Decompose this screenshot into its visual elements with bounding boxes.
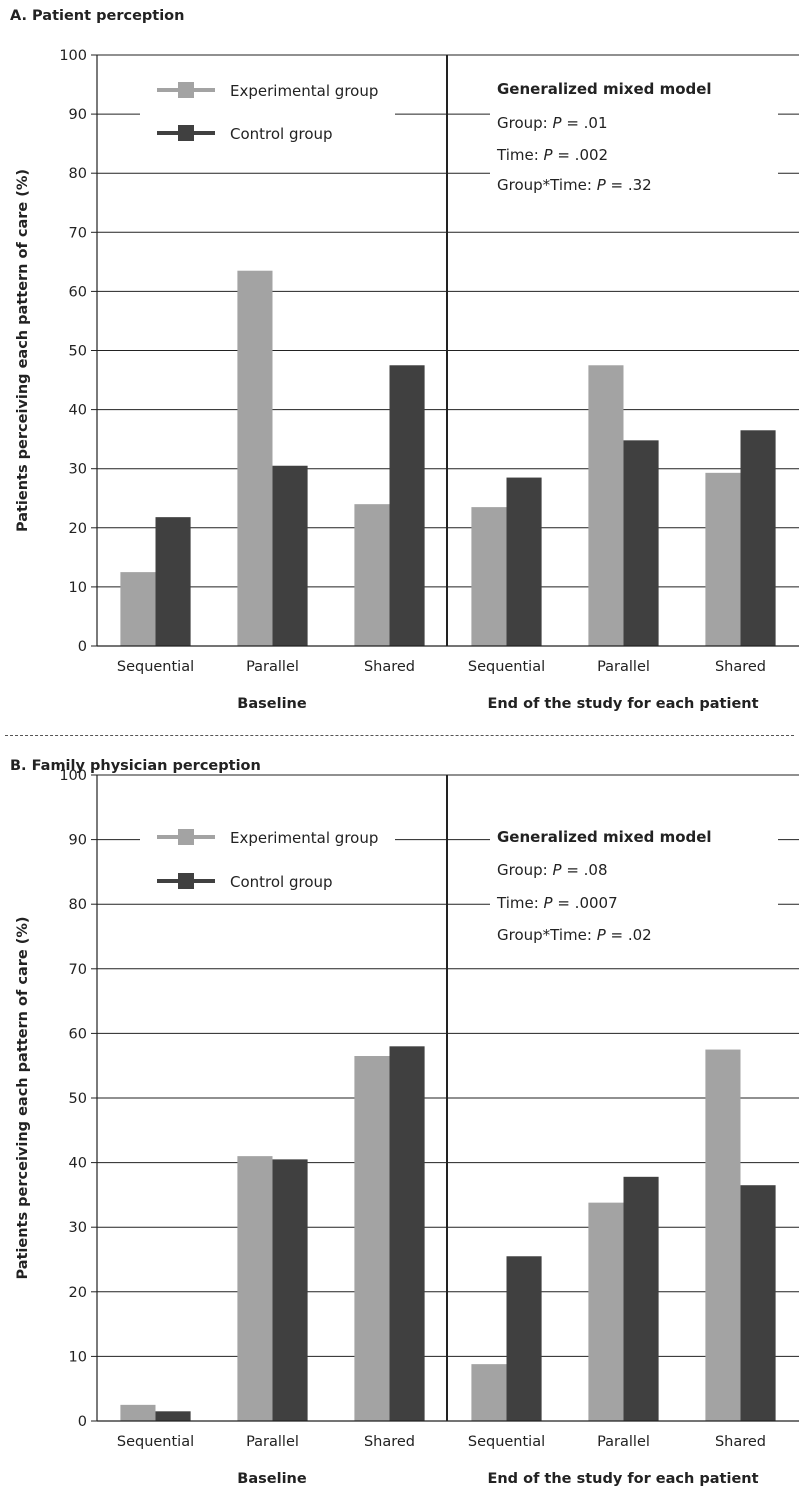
bar-experimental [120,1404,156,1421]
group-label-end-of-study: End of the study for each patient [487,1471,758,1487]
panel-family-physician-perception: B. Family physician perception 0 10 20 30 40… [0,750,799,1496]
bar-experimental [237,270,273,646]
category-label: Sequential [117,659,194,675]
y-tick-label: 60 [69,284,87,300]
chart-title: A. Patient perception [10,8,185,24]
bar-control [389,1046,425,1421]
bar-control [740,430,776,646]
category-label: Shared [715,1434,766,1450]
y-tick-label: 0 [78,1414,87,1430]
legend-marker [178,125,194,141]
group-label-end-of-study: End of the study for each patient [487,696,758,712]
bar-experimental [471,1364,507,1421]
bar-experimental [588,1202,624,1421]
y-tick-label: 60 [69,1026,87,1042]
bar-control [740,1185,776,1421]
stats-title: Generalized mixed model [497,828,712,846]
chart-patient-perception: 0 10 20 30 40 50 60 70 80 90 100 Sequential Parallel… [15,48,799,712]
y-tick-label: 80 [69,897,87,913]
y-tick-label: 40 [69,1156,87,1172]
stats-line: Group: P = .01 [497,114,608,132]
y-tick-label: 80 [69,166,87,182]
bar-experimental [237,1156,273,1421]
panel-patient-perception: A. Patient perception 0 10 20 30 40 50 60 70 80 9… [0,0,799,725]
y-tick-label: 30 [69,462,87,478]
bar-experimental [354,504,390,646]
y-tick-label: 100 [59,768,87,784]
legend-marker [178,829,194,845]
y-axis-label: Patients perceiving each pattern of care… [15,169,31,532]
category-label: Shared [364,659,415,675]
bar-control [623,440,659,646]
bar-control [272,1159,308,1421]
category-label: Shared [715,659,766,675]
chart-family-physician-perception: 0 10 20 30 40 50 60 70 80 90 100 Sequential Parallel… [15,768,799,1487]
group-label-baseline: Baseline [237,1471,307,1487]
bar-control [155,517,191,646]
legend-label: Control group [230,873,333,891]
category-label: Sequential [468,659,545,675]
y-tick-label: 0 [78,639,87,655]
group-label-baseline: Baseline [237,696,307,712]
bar-experimental [120,572,156,646]
legend-label: Control group [230,125,333,143]
category-label: Parallel [597,659,650,675]
legend-marker [178,82,194,98]
y-tick-label: 50 [69,344,87,360]
bar-experimental [705,1049,741,1421]
y-tick-label: 40 [69,403,87,419]
y-tick-label: 90 [69,833,87,849]
y-tick-label: 20 [69,521,87,537]
category-label: Shared [364,1434,415,1450]
y-tick-label: 90 [69,107,87,123]
stats-line: Time: P = .0007 [496,894,618,912]
y-tick-label: 70 [69,962,87,978]
bar-experimental [588,365,624,646]
bar-control [155,1411,191,1421]
legend-label: Experimental group [230,829,378,847]
category-label: Parallel [246,1434,299,1450]
bar-control [272,465,308,646]
stats-line: Group: P = .08 [497,861,608,879]
y-tick-label: 20 [69,1285,87,1301]
bar-control [623,1176,659,1421]
bar-experimental [354,1056,390,1421]
category-label: Parallel [246,659,299,675]
stats-title: Generalized mixed model [497,80,712,98]
bar-control [506,477,542,646]
stats-line: Group*Time: P = .32 [497,176,652,194]
y-tick-label: 10 [69,580,87,596]
y-tick-label: 10 [69,1349,87,1365]
bar-control [389,365,425,646]
y-tick-label: 70 [69,225,87,241]
y-tick-label: 100 [59,48,87,64]
y-tick-label: 50 [69,1091,87,1107]
y-axis-label: Patients perceiving each pattern of care… [15,916,31,1279]
bar-control [506,1256,542,1421]
legend-marker [178,873,194,889]
bar-experimental [471,507,507,646]
stats-line: Time: P = .002 [496,146,608,164]
y-tick-label: 30 [69,1220,87,1236]
bar-experimental [705,472,741,646]
category-label: Sequential [117,1434,194,1450]
chart-title: B. Family physician perception [10,758,261,774]
category-label: Sequential [468,1434,545,1450]
panel-divider [5,735,794,736]
stats-line: Group*Time: P = .02 [497,926,652,944]
legend-label: Experimental group [230,82,378,100]
category-label: Parallel [597,1434,650,1450]
